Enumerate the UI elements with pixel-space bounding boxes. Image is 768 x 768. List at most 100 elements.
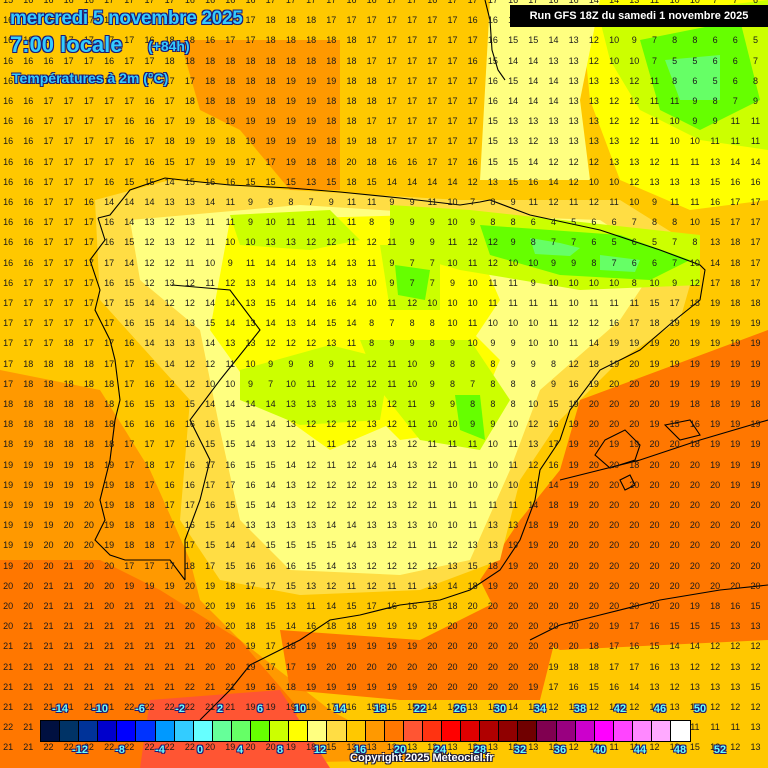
grid-value: 21 bbox=[144, 601, 155, 611]
grid-value: 10 bbox=[609, 176, 620, 187]
grid-value: 15 bbox=[306, 540, 317, 551]
grid-value: 16 bbox=[3, 156, 14, 167]
grid-value: 17 bbox=[43, 75, 54, 86]
grid-value: 19 bbox=[710, 358, 721, 369]
legend-swatch bbox=[365, 721, 385, 741]
grid-value: 12 bbox=[306, 500, 317, 510]
grid-value: 19 bbox=[43, 500, 54, 510]
grid-value: 10 bbox=[427, 298, 438, 308]
grid-value: 5 bbox=[651, 237, 657, 248]
grid-value: 17 bbox=[164, 116, 175, 127]
grid-value: 19 bbox=[568, 459, 579, 470]
grid-value: 19 bbox=[225, 742, 236, 753]
grid-value: 17 bbox=[43, 176, 54, 187]
grid-value: 14 bbox=[164, 318, 175, 329]
grid-value: 13 bbox=[245, 338, 256, 349]
grid-value: 12 bbox=[568, 742, 579, 753]
grid-value: 19 bbox=[306, 641, 317, 652]
grid-value: 12 bbox=[487, 257, 498, 268]
grid-value: 8 bbox=[550, 358, 556, 369]
grid-value: 13 bbox=[386, 742, 397, 753]
grid-value: 14 bbox=[225, 399, 236, 409]
grid-value: 10 bbox=[407, 378, 418, 389]
grid-value: 6 bbox=[692, 75, 698, 86]
grid-value: 18 bbox=[184, 35, 195, 46]
grid-value: 11 bbox=[306, 217, 316, 228]
grid-value: 11 bbox=[730, 116, 740, 127]
grid-value: 16 bbox=[730, 601, 741, 611]
grid-value: 13 bbox=[366, 419, 377, 430]
grid-value: 19 bbox=[649, 338, 660, 349]
grid-value: 17 bbox=[447, 55, 458, 66]
grid-value: 9 bbox=[247, 378, 253, 389]
grid-value: 18 bbox=[245, 75, 256, 86]
grid-value: 18 bbox=[23, 15, 34, 26]
forecast-time: 7:00 locale bbox=[10, 32, 123, 57]
grid-value: 17 bbox=[43, 96, 54, 106]
grid-value: 20 bbox=[689, 580, 700, 591]
grid-value: 17 bbox=[386, 15, 397, 26]
grid-value: 15 bbox=[689, 742, 700, 753]
grid-value: 11 bbox=[690, 722, 700, 733]
grid-value: 10 bbox=[528, 399, 539, 409]
grid-value: 20 bbox=[609, 580, 620, 591]
grid-value: 20 bbox=[629, 560, 640, 571]
grid-value: 10 bbox=[265, 217, 276, 228]
grid-value: 7 bbox=[409, 277, 415, 288]
grid-value: 19 bbox=[649, 358, 660, 369]
grid-value: 13 bbox=[366, 439, 377, 450]
grid-value: 16 bbox=[689, 419, 700, 430]
grid-value: 20 bbox=[568, 601, 579, 611]
grid-value: 8 bbox=[449, 358, 455, 369]
grid-value: 17 bbox=[467, 75, 478, 86]
grid-value: 20 bbox=[649, 560, 660, 571]
grid-value: 16 bbox=[104, 176, 115, 187]
grid-value: 18 bbox=[205, 55, 216, 66]
grid-value: 16 bbox=[427, 0, 438, 5]
grid-value: 19 bbox=[265, 702, 276, 712]
grid-value: 17 bbox=[104, 358, 115, 369]
grid-value: 17 bbox=[164, 560, 175, 571]
grid-value: 14 bbox=[346, 540, 357, 551]
grid-value: 17 bbox=[467, 35, 478, 46]
grid-value: 20 bbox=[588, 520, 599, 531]
grid-value: 12 bbox=[407, 560, 418, 571]
grid-value: 19 bbox=[205, 580, 216, 591]
grid-value: 15 bbox=[669, 419, 680, 430]
grid-value: 19 bbox=[750, 318, 761, 329]
grid-value: 20 bbox=[710, 500, 721, 510]
grid-value: 16 bbox=[3, 136, 14, 147]
grid-value: 11 bbox=[629, 298, 639, 308]
grid-value: 7 bbox=[732, 0, 738, 5]
grid-value: 14 bbox=[205, 399, 216, 409]
grid-value: 20 bbox=[487, 681, 498, 692]
grid-value: 19 bbox=[184, 116, 195, 127]
grid-value: 20 bbox=[669, 560, 680, 571]
grid-value: 21 bbox=[83, 681, 94, 692]
grid-value: 10 bbox=[528, 257, 539, 268]
grid-value: 19 bbox=[568, 399, 579, 409]
grid-value: 20 bbox=[427, 661, 438, 672]
grid-value: 12 bbox=[588, 197, 599, 207]
grid-value: 11 bbox=[569, 197, 579, 207]
grid-value: 12 bbox=[225, 277, 236, 288]
grid-value: 11 bbox=[670, 96, 680, 106]
grid-value: 17 bbox=[467, 136, 478, 147]
grid-value: 20 bbox=[184, 580, 195, 591]
grid-value: 13 bbox=[285, 479, 296, 490]
legend-tick-top: 42 bbox=[613, 703, 627, 715]
grid-value: 10 bbox=[669, 0, 680, 5]
grid-value: 19 bbox=[326, 641, 337, 652]
grid-value: 20 bbox=[467, 621, 478, 632]
grid-value: 17 bbox=[83, 298, 94, 308]
grid-value: 17 bbox=[164, 439, 175, 450]
grid-value: 10 bbox=[609, 55, 620, 66]
grid-value: 13 bbox=[164, 399, 175, 409]
grid-value: 17 bbox=[407, 116, 418, 127]
grid-value: 12 bbox=[164, 217, 175, 228]
grid-value: 9 bbox=[651, 197, 657, 207]
grid-value: 13 bbox=[568, 136, 579, 147]
grid-value: 13 bbox=[407, 459, 418, 470]
grid-value: 18 bbox=[346, 116, 357, 127]
grid-value: 20 bbox=[346, 156, 357, 167]
